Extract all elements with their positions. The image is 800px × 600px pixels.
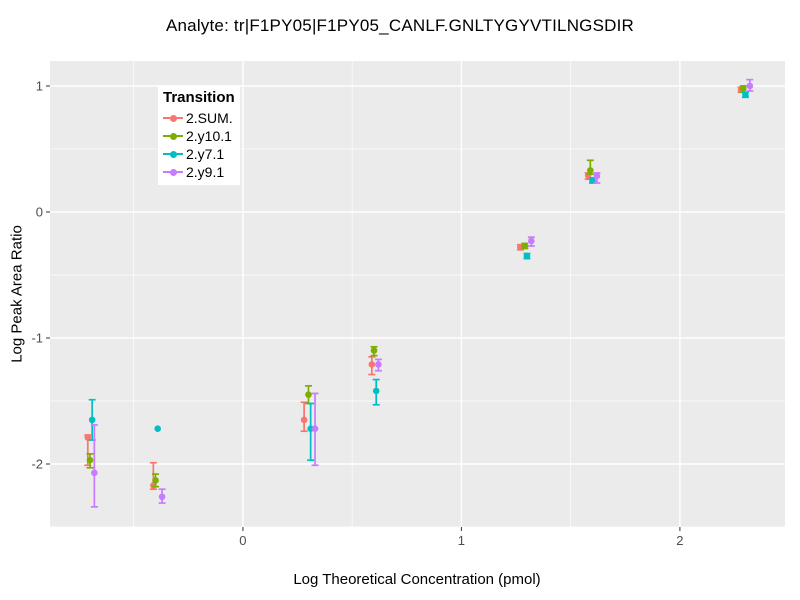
- legend-key-icon: [163, 165, 183, 179]
- data-point: [593, 172, 601, 180]
- y-tick-label: -2: [31, 456, 43, 471]
- legend-item: 2.y10.1: [163, 127, 235, 145]
- data-point: [739, 85, 747, 92]
- data-point: [311, 425, 319, 433]
- data-point: [305, 391, 312, 398]
- data-point: [375, 361, 382, 368]
- x-tick-label: 0: [239, 533, 246, 548]
- data-point: [370, 347, 378, 354]
- y-tick-label: -1: [31, 330, 43, 345]
- y-axis-title: Log Peak Area Ratio: [8, 225, 26, 363]
- legend: Transition 2.SUM. 2.y10.1 2.y7.1 2.y9.1: [158, 85, 240, 185]
- x-tick-label: 2: [676, 533, 683, 548]
- data-point: [587, 167, 594, 174]
- data-point: [86, 456, 94, 464]
- data-point: [158, 493, 166, 501]
- data-point: [91, 469, 98, 477]
- data-point: [589, 177, 596, 184]
- legend-item-label: 2.y9.1: [186, 164, 225, 180]
- data-point: [84, 434, 92, 441]
- legend-item: 2.y7.1: [163, 145, 235, 163]
- legend-item: 2.SUM.: [163, 109, 235, 127]
- legend-item-label: 2.y10.1: [186, 128, 232, 144]
- data-point: [300, 416, 308, 424]
- legend-item-label: 2.SUM.: [186, 110, 233, 126]
- legend-key-icon: [163, 111, 183, 125]
- x-tick-label: 1: [458, 533, 465, 548]
- data-point: [368, 361, 376, 368]
- data-point: [528, 237, 535, 245]
- data-point: [88, 416, 96, 424]
- legend-items: 2.SUM. 2.y10.1 2.y7.1 2.y9.1: [163, 109, 235, 181]
- legend-key-icon: [163, 129, 183, 143]
- legend-key-icon: [163, 147, 183, 161]
- data-point: [372, 387, 380, 395]
- data-point: [521, 242, 529, 250]
- data-point: [523, 252, 531, 260]
- data-point: [742, 91, 749, 99]
- legend-item: 2.y9.1: [163, 163, 235, 181]
- legend-item-label: 2.y7.1: [186, 146, 225, 162]
- plot-title: Analyte: tr|F1PY05|F1PY05_CANLF.GNLTYGYV…: [165, 16, 635, 35]
- x-axis-title: Log Theoretical Concentration (pmol): [293, 571, 541, 588]
- data-point: [746, 82, 754, 90]
- data-point: [154, 425, 162, 433]
- legend-title: Transition: [163, 89, 235, 106]
- y-tick-label: 1: [36, 78, 43, 93]
- y-tick-label: 0: [36, 204, 43, 219]
- data-point: [152, 477, 159, 484]
